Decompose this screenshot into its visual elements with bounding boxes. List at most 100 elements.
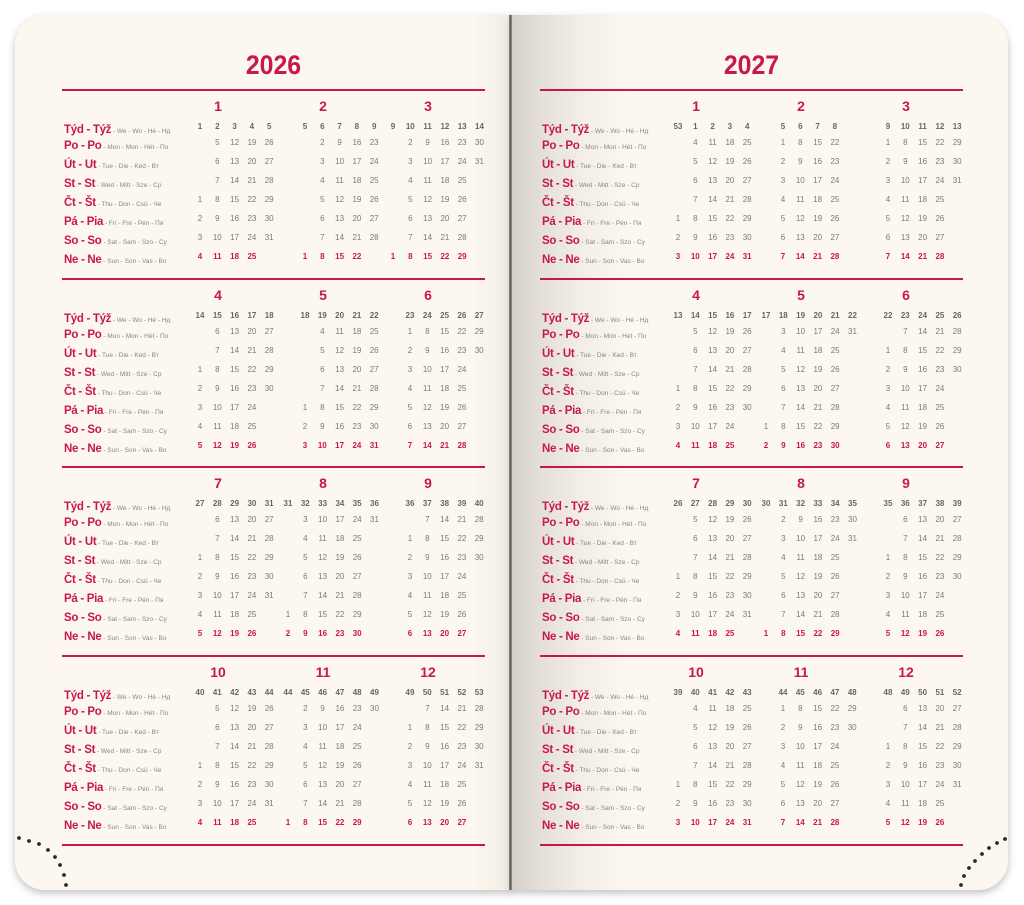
date-cell: 27 <box>457 214 467 223</box>
row-label-sub: - Tue - Die - Ked - Вт <box>574 163 637 170</box>
date-cell: 25 <box>830 761 840 770</box>
week-number: 37 <box>422 499 432 508</box>
date-cell: 13 <box>708 742 718 751</box>
sunday-date: 22 <box>335 818 345 827</box>
date-cell: 20 <box>725 534 735 543</box>
date-cell: 16 <box>918 572 928 581</box>
row-label-4: Čt - Št - Thu - Don - Csü - Че <box>542 382 639 400</box>
sunday-date: 19 <box>230 629 240 638</box>
date-cell: 2 <box>320 138 325 147</box>
date-cell: 1 <box>885 346 891 355</box>
date-cell: 11 <box>796 553 805 562</box>
date-cell: 20 <box>247 157 257 166</box>
date-cell: 1 <box>407 723 413 732</box>
date-cell: 5 <box>781 365 786 374</box>
date-cell: 3 <box>303 723 308 732</box>
sunday-date: 16 <box>318 629 328 638</box>
date-cell: 30 <box>848 515 857 524</box>
month-number: 10 <box>688 664 704 680</box>
week-number: 53 <box>673 122 683 131</box>
date-cell: 20 <box>918 233 928 242</box>
date-cell: 26 <box>264 138 274 147</box>
date-cell: 7 <box>693 553 698 562</box>
date-cell: 29 <box>742 384 752 393</box>
month-number: 3 <box>902 98 910 114</box>
sunday-date: 14 <box>422 441 432 450</box>
date-cell: 8 <box>215 365 220 374</box>
date-cell: 21 <box>247 534 257 543</box>
row-label-6: So - So - Sat - Sam - Szo - Су <box>542 797 645 815</box>
date-cell: 22 <box>247 365 257 374</box>
date-cell: 20 <box>440 422 450 431</box>
date-cell: 2 <box>408 138 413 147</box>
row-label-2: Út - Ut - Tue - Die - Ked - Вт <box>542 532 637 550</box>
date-cell: 27 <box>742 534 752 543</box>
date-cell: 4 <box>780 195 786 204</box>
week-number: 20 <box>335 311 345 320</box>
date-cell: 2 <box>885 365 891 374</box>
date-cell: 29 <box>952 553 962 562</box>
month-number: 1 <box>692 98 700 114</box>
sunday-date: 5 <box>885 818 891 827</box>
date-cell: 28 <box>952 327 962 336</box>
row-label-main: So - So <box>542 424 580 436</box>
week-number: 26 <box>457 311 467 320</box>
sunday-date: 8 <box>408 252 413 261</box>
date-cell: 23 <box>830 515 840 524</box>
date-cell: 12 <box>900 214 910 223</box>
date-cell: 9 <box>425 346 430 355</box>
date-cell: 2 <box>303 704 308 713</box>
date-cell: 15 <box>440 327 450 336</box>
row-label-2: Út - Ut - Tue - Die - Ked - Вт <box>542 721 637 739</box>
date-cell: 11 <box>423 384 432 393</box>
date-cell: 6 <box>780 233 786 242</box>
week-number: 3 <box>727 122 733 131</box>
sunday-date: 1 <box>390 252 396 261</box>
date-cell: 29 <box>742 780 752 789</box>
row-label-3: St - St - Wed - Mitt - Sze - Ср <box>64 551 161 569</box>
row-label-sub: - Sun - Son - Vas - Во <box>579 635 645 642</box>
month-number: 4 <box>214 287 222 303</box>
row-label-main: Pá - Pia <box>542 782 582 794</box>
date-cell: 29 <box>952 138 962 147</box>
date-cell: 18 <box>335 742 345 751</box>
date-cell: 28 <box>474 515 484 524</box>
row-label-4: Čt - Št - Thu - Don - Csü - Че <box>64 382 161 400</box>
date-cell: 24 <box>247 799 257 808</box>
sunday-date: 11 <box>213 818 222 827</box>
row-label-sub: - We - Wo - Hé - Нд <box>589 694 649 701</box>
row-label-1: Po - Po - Mon - Mon - Hét - По <box>542 513 646 531</box>
date-cell: 25 <box>935 799 945 808</box>
date-cell: 3 <box>781 534 786 543</box>
week-number: 39 <box>952 499 962 508</box>
date-cell: 22 <box>725 572 735 581</box>
date-cell: 16 <box>352 138 362 147</box>
row-label-sub: - Mon - Mon - Hét - По <box>101 710 169 717</box>
date-cell: 24 <box>457 157 467 166</box>
date-cell: 26 <box>830 365 840 374</box>
week-number: 13 <box>952 122 962 131</box>
left-page <box>15 15 512 890</box>
month-number: 12 <box>420 664 436 680</box>
week-number: 46 <box>813 688 823 697</box>
date-cell: 26 <box>457 610 467 619</box>
date-cell: 7 <box>408 233 413 242</box>
week-number: 5 <box>780 122 786 131</box>
month-number: 11 <box>315 664 331 680</box>
week-number: 39 <box>673 688 683 697</box>
sunday-date: 20 <box>440 629 450 638</box>
date-cell: 29 <box>830 422 840 431</box>
sunday-date: 9 <box>303 629 308 638</box>
date-cell: 12 <box>230 138 240 147</box>
row-label-7: Ne - Ne - Sun - Son - Vas - Во <box>542 250 644 268</box>
date-cell: 19 <box>440 403 450 412</box>
date-cell: 17 <box>230 403 240 412</box>
date-cell: 5 <box>215 704 220 713</box>
date-cell: 15 <box>708 214 718 223</box>
row-label-sub: - Sat - Sam - Szo - Су <box>579 616 645 623</box>
date-cell: 7 <box>425 515 430 524</box>
date-cell: 17 <box>813 742 823 751</box>
date-cell: 19 <box>725 157 735 166</box>
date-cell: 22 <box>352 403 362 412</box>
sunday-date: 22 <box>352 252 362 261</box>
